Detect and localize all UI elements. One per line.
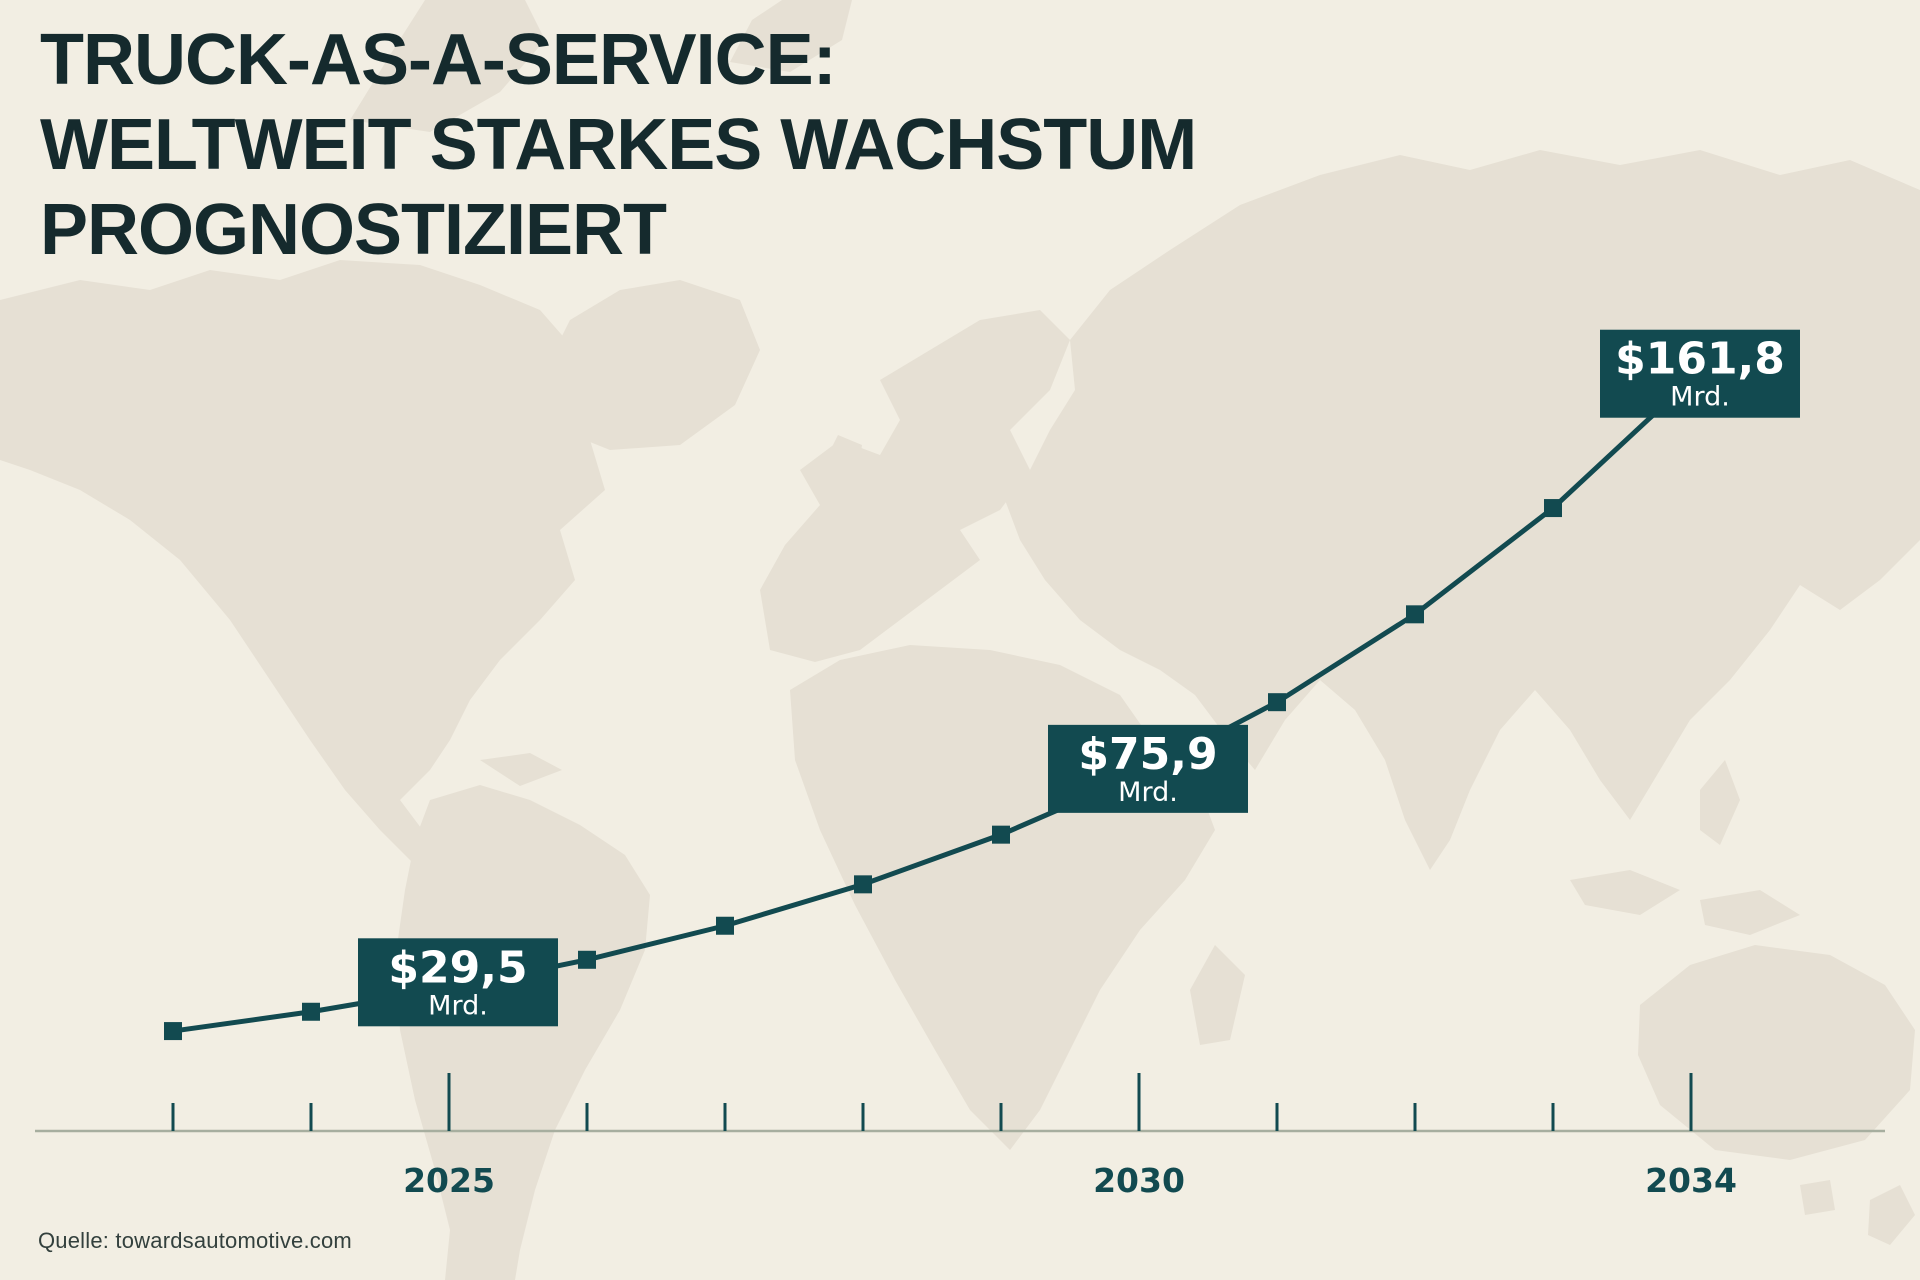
- data-label-unit-2034: Mrd.: [1670, 382, 1730, 413]
- map-tasmania: [1800, 1180, 1835, 1215]
- map-caribbean: [480, 753, 562, 786]
- title-line-2: WELTWEIT STARKES WACHSTUM: [40, 105, 1197, 185]
- data-point-2027: [716, 916, 734, 935]
- title-line-1: TRUCK-AS-A-SERVICE:: [40, 20, 837, 100]
- map-japan: [1800, 430, 1855, 555]
- data-label-box-2034: [1600, 329, 1800, 418]
- x-axis-label-2030: 2030: [1093, 1161, 1185, 1200]
- map-indonesia-west: [1570, 870, 1680, 915]
- data-point-2023: [164, 1022, 182, 1041]
- x-axis-label-2025: 2025: [403, 1161, 495, 1200]
- data-point-2024: [302, 1002, 320, 1021]
- data-label-value-2030: $75,9: [1078, 729, 1217, 780]
- title-line-3: PROGNOSTIZIERT: [40, 190, 667, 270]
- data-label-unit-2025: Mrd.: [428, 990, 488, 1021]
- data-label-value-2034: $161,8: [1615, 334, 1785, 385]
- data-point-2032: [1406, 605, 1424, 624]
- map-south-america: [395, 785, 650, 1280]
- map-british-isles: [818, 435, 862, 505]
- data-point-2026: [578, 950, 596, 969]
- map-new-zealand: [1868, 1185, 1915, 1245]
- map-greenland: [545, 280, 760, 450]
- map-north-america: [0, 260, 605, 865]
- data-label-box-2025: [358, 938, 558, 1027]
- data-point-2033: [1544, 499, 1562, 518]
- data-label-unit-2030: Mrd.: [1118, 777, 1178, 808]
- data-point-2029: [992, 825, 1010, 844]
- data-point-2028: [854, 875, 872, 894]
- map-madagascar: [1190, 945, 1245, 1045]
- source-credit: Quelle: towardsautomotive.com: [38, 1228, 352, 1253]
- map-arctic-island-1: [350, 0, 545, 132]
- data-point-2031: [1268, 693, 1286, 712]
- map-europe: [760, 310, 1070, 662]
- map-australia: [1638, 945, 1915, 1160]
- data-label-box-2030: [1048, 724, 1248, 813]
- data-label-value-2025: $29,5: [388, 942, 527, 993]
- map-arctic-island-2: [730, 0, 852, 72]
- map-indonesia-east: [1700, 890, 1800, 935]
- page-title: TRUCK-AS-A-SERVICE: WELTWEIT STARKES WAC…: [40, 18, 1197, 273]
- data-line: [172, 377, 1693, 1034]
- map-philippines: [1700, 760, 1740, 845]
- x-axis-label-2034: 2034: [1645, 1161, 1737, 1200]
